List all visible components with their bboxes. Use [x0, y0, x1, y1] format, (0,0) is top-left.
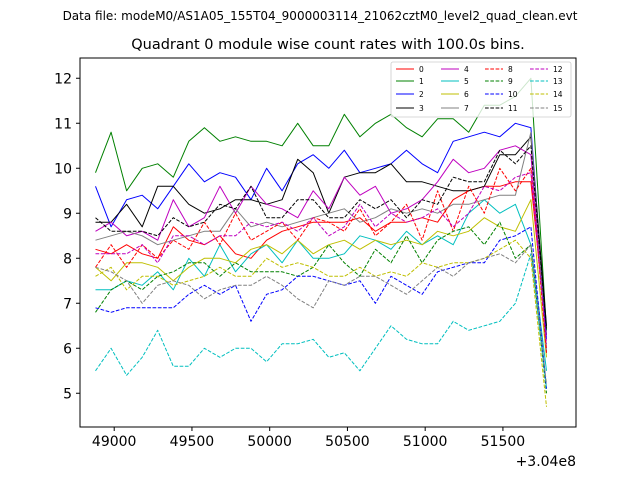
legend-label-15: 15 — [553, 104, 563, 113]
y-tick-label-5: 5 — [63, 386, 72, 402]
plot-frame — [79, 57, 577, 428]
x-tick-label-50000: 50000 — [247, 434, 292, 450]
legend-box — [390, 61, 572, 118]
legend-label-11: 11 — [508, 104, 518, 113]
chart-title: Quadrant 0 module wise count rates with … — [131, 37, 525, 53]
series-line-10 — [95, 226, 547, 389]
y-tick-label-12: 12 — [54, 71, 72, 87]
legend-label-7: 7 — [464, 104, 469, 113]
legend-label-1: 1 — [419, 77, 424, 86]
series-layer — [95, 77, 547, 407]
y-tick-label-9: 9 — [63, 206, 72, 222]
series-line-1 — [95, 77, 547, 331]
y-axis: 5 6 7 8 9 10 11 12 — [54, 71, 80, 402]
legend-label-14: 14 — [553, 90, 563, 99]
series-line-13 — [95, 253, 547, 389]
chart-suptitle: Data file: modeM0/AS1A05_155T04_90000031… — [63, 9, 578, 23]
legend-label-4: 4 — [464, 65, 469, 74]
series-line-2 — [95, 122, 547, 340]
series-line-4 — [95, 145, 547, 349]
x-offset-label: +3.04e8 — [516, 454, 576, 470]
y-tick-label-8: 8 — [63, 251, 72, 267]
x-tick-label-50500: 50500 — [325, 434, 370, 450]
x-tick-label-51500: 51500 — [481, 434, 526, 450]
x-tick-label-51000: 51000 — [403, 434, 448, 450]
y-tick-label-11: 11 — [54, 116, 72, 132]
legend-label-0: 0 — [419, 65, 424, 74]
y-tick-label-10: 10 — [54, 161, 72, 177]
legend-label-5: 5 — [464, 77, 469, 86]
legend-label-12: 12 — [553, 65, 563, 74]
x-tick-label-49000: 49000 — [92, 434, 137, 450]
series-line-8 — [95, 167, 547, 353]
series-line-5 — [95, 199, 547, 371]
legend-label-13: 13 — [553, 77, 563, 86]
legend-label-3: 3 — [419, 104, 424, 113]
legend-label-6: 6 — [464, 90, 469, 99]
y-tick-label-7: 7 — [63, 296, 72, 312]
legend-label-9: 9 — [508, 77, 513, 86]
x-axis: 49000 49500 50000 50500 51000 51500 — [92, 427, 525, 450]
series-line-9 — [95, 221, 547, 394]
x-tick-label-49500: 49500 — [170, 434, 215, 450]
legend-label-2: 2 — [419, 90, 424, 99]
legend-label-8: 8 — [508, 65, 513, 74]
legend-label-10: 10 — [508, 90, 518, 99]
series-line-12 — [95, 172, 547, 344]
series-line-11 — [95, 145, 547, 331]
series-line-15 — [95, 244, 547, 385]
y-tick-label-6: 6 — [63, 341, 72, 357]
